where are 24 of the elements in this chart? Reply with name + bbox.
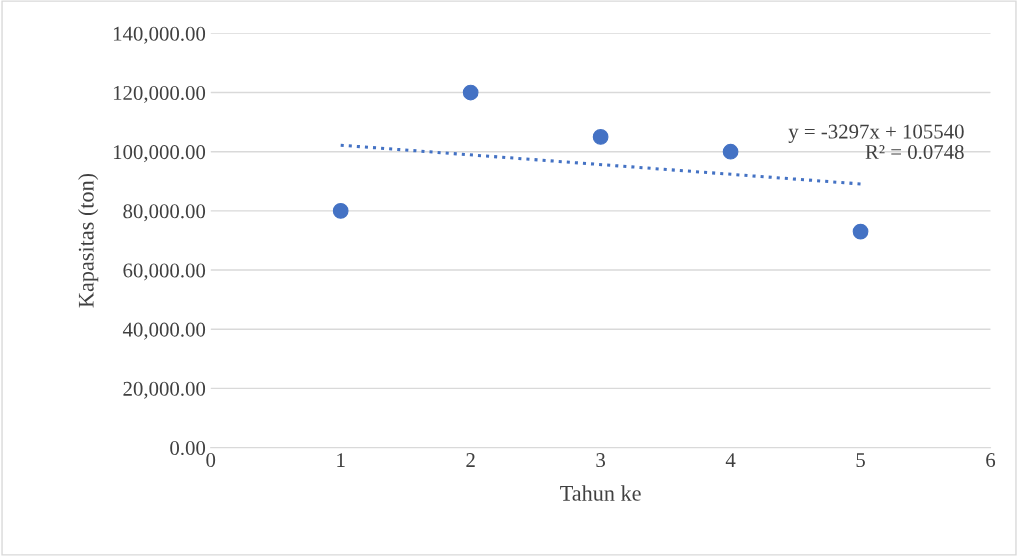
point	[462, 84, 479, 101]
x-axis-title: Tahun ke	[560, 485, 641, 501]
point	[332, 203, 349, 219]
y-tick-label: 60,000.00	[123, 263, 206, 281]
y-tick-label: 120,000.00	[113, 85, 206, 103]
y-tick-label: 80,000.00	[123, 204, 206, 222]
annotation: R² = 0.0748	[865, 144, 964, 160]
x-tick-label: 1	[337, 453, 345, 467]
y-tick-label: 100,000.00	[113, 145, 206, 163]
x-tick-label: 6	[986, 453, 996, 468]
y-tick-label: 140,000.00	[113, 26, 206, 44]
point	[592, 129, 609, 145]
x-tick-label: 3	[596, 453, 606, 468]
x-tick-label: 4	[725, 453, 736, 467]
x-tick-label: 2	[466, 453, 475, 467]
y-tick-label: 40,000.00	[122, 322, 206, 340]
point	[852, 223, 869, 240]
y-tick-label: 20,000.00	[123, 381, 206, 399]
x-tick-label: 0	[206, 453, 216, 468]
annotation: y = -3297x + 105540	[788, 124, 964, 143]
y-axis-title: Kapasitas (ton)	[78, 173, 99, 308]
y-tick-label: 0.00	[170, 440, 206, 456]
point	[722, 143, 739, 160]
x-tick-label: 5	[856, 453, 865, 468]
